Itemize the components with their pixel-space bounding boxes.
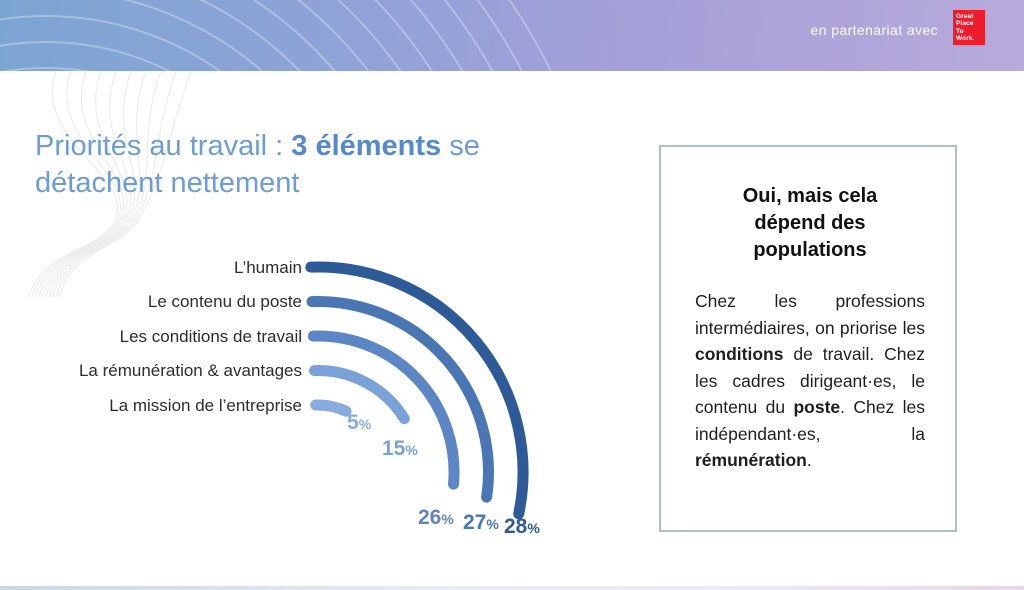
title-suffix: se détachent nettement — [35, 130, 480, 199]
category-label: Le contenu du poste — [147, 292, 302, 311]
callout-body: Chez les professions intermédiaires, on … — [695, 288, 925, 474]
header-band: en partenariat avec Great Place To Work. — [0, 0, 1024, 71]
callout-text: Chez les professions intermédiaires, on … — [695, 291, 925, 338]
logo-line: To — [956, 27, 964, 35]
callout-bold-text: poste — [793, 397, 841, 417]
percent-value: 26 — [418, 506, 442, 529]
callout-text: . — [806, 450, 812, 470]
percent-value: 28 — [504, 515, 528, 538]
radial-arc — [306, 296, 494, 503]
category-label: La rémunération & avantages — [78, 361, 302, 380]
logo-line: Work. — [956, 35, 975, 43]
category-label: Les conditions de travail — [119, 326, 302, 346]
logo-line: Great — [956, 13, 974, 20]
percent-sign: % — [405, 442, 418, 458]
callout-text: de travail. Chez les cadres dirigeant·es… — [695, 344, 925, 417]
percent-sign: % — [486, 516, 499, 532]
footer-gradient-strip — [0, 586, 1024, 590]
page-title: Priorités au travail : 3 éléments se dét… — [35, 128, 575, 202]
callout-bold-text: conditions — [695, 344, 784, 364]
percent-sign: % — [527, 520, 540, 536]
radial-arc — [305, 261, 529, 520]
title-prefix: Priorités au travail : — [35, 130, 292, 162]
title-highlight: 3 éléments — [291, 130, 442, 162]
percent-label: 28% — [504, 515, 540, 539]
percent-label: 27% — [463, 511, 499, 535]
callout-heading: Oui, mais cela dépend des populations — [742, 185, 878, 261]
category-label: L’humain — [233, 257, 302, 277]
partnership-label: en partenariat avec — [810, 22, 938, 38]
header-wave-pattern — [0, 0, 552, 71]
callout-text: . Chez les indépendant·es, la — [695, 397, 925, 444]
percent-sign: % — [441, 511, 454, 527]
percent-label: 26% — [418, 506, 454, 530]
percent-sign: % — [358, 416, 372, 432]
category-label: La mission de l’entreprise — [109, 395, 302, 415]
percent-value: 27 — [463, 511, 487, 534]
percent-value: 15 — [382, 437, 406, 460]
great-place-to-work-logo: Great Place To Work. — [953, 10, 985, 45]
percent-label: 15% — [382, 437, 418, 461]
callout-bold-text: rémunération — [695, 450, 807, 470]
percent-label: 5% — [347, 411, 371, 435]
percent-value: 5 — [347, 411, 359, 434]
callout-card: Oui, mais cela dépend des populations Ch… — [659, 145, 957, 532]
logo-line: Place — [956, 20, 974, 28]
radial-arc — [307, 330, 460, 490]
radial-arc — [310, 399, 352, 417]
